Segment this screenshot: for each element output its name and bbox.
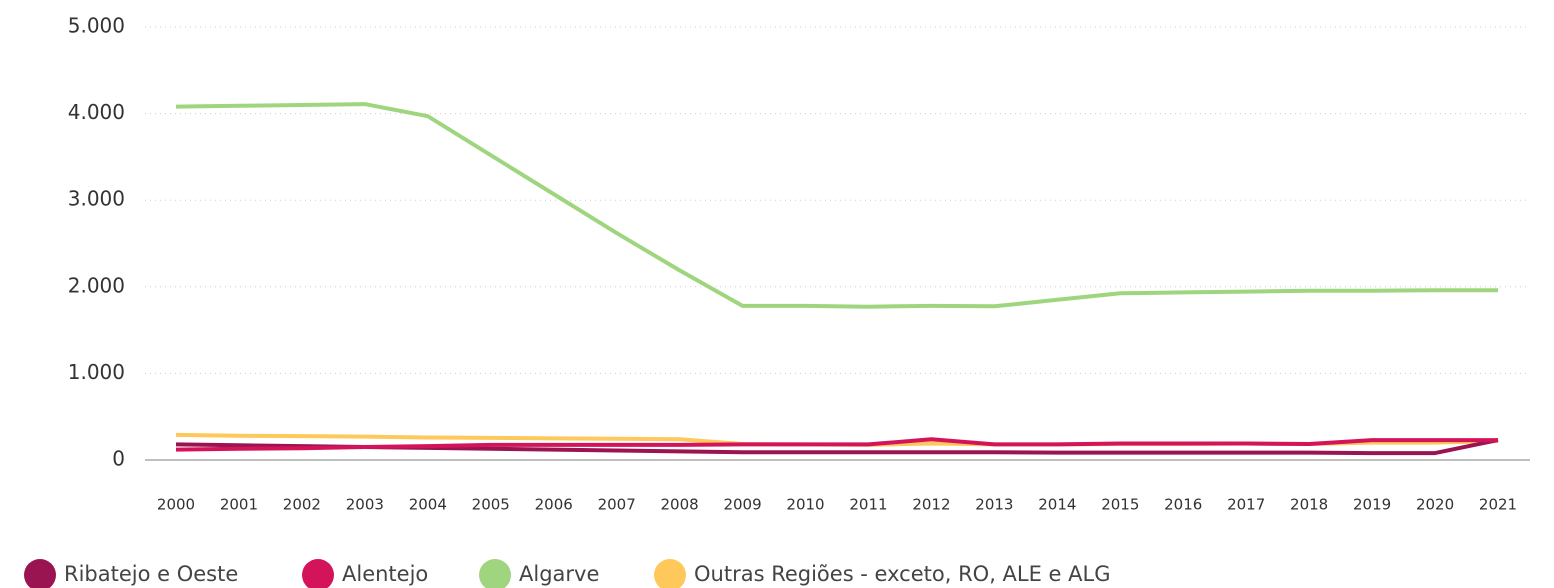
line <box>175 102 1498 309</box>
x-tick-label: 2019 <box>1353 496 1391 514</box>
y-tick-label: 4.000 <box>68 100 125 124</box>
x-tick-label: 2000 <box>157 496 195 514</box>
legend-label: Alentejo <box>342 562 428 586</box>
x-tick-label: 2014 <box>1038 496 1076 514</box>
y-tick-label: 2.000 <box>68 273 125 297</box>
x-tick-label: 2010 <box>786 496 824 514</box>
legend-label: Outras Regiões - exceto, RO, ALE e ALG <box>694 562 1110 586</box>
y-tick-label: 3.000 <box>68 187 125 211</box>
x-tick-label: 2020 <box>1416 496 1454 514</box>
x-tick-label: 2002 <box>283 496 321 514</box>
x-tick-label: 2004 <box>409 496 447 514</box>
y-tick-label: 1.000 <box>68 360 125 384</box>
x-tick-label: 2013 <box>975 496 1013 514</box>
legend-swatch <box>654 559 686 588</box>
y-tick-label: 0 <box>112 447 125 471</box>
x-tick-label: 2007 <box>598 496 636 514</box>
x-tick-label: 2015 <box>1101 496 1139 514</box>
x-tick-label: 2016 <box>1164 496 1202 514</box>
x-tick-label: 2018 <box>1290 496 1328 514</box>
legend-swatch <box>24 559 56 588</box>
line <box>175 437 1498 452</box>
x-tick-label: 2021 <box>1479 496 1517 514</box>
legend-swatch <box>479 559 511 588</box>
x-tick-label: 2012 <box>912 496 950 514</box>
x-tick-label: 2006 <box>535 496 573 514</box>
x-tick-label: 2003 <box>346 496 384 514</box>
x-tick-label: 2011 <box>849 496 887 514</box>
legend-swatch <box>302 559 334 588</box>
x-tick-label: 2009 <box>723 496 761 514</box>
x-tick-label: 2001 <box>220 496 258 514</box>
x-tick-label: 2017 <box>1227 496 1265 514</box>
legend-label: Algarve <box>519 562 599 586</box>
x-tick-label: 2008 <box>661 496 699 514</box>
x-tick-label: 2005 <box>472 496 510 514</box>
legend-label: Ribatejo e Oeste <box>64 562 238 586</box>
y-tick-label: 5.000 <box>68 14 125 38</box>
